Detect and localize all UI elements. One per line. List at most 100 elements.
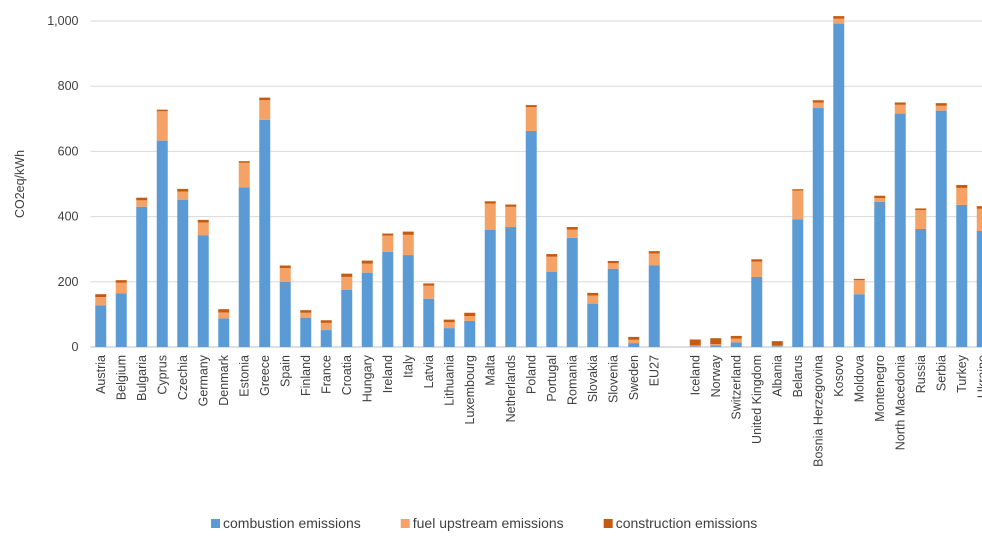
- bar-segment: [730, 335, 742, 339]
- bar-segment: [320, 330, 332, 347]
- bar-segment: [648, 251, 660, 254]
- legend-label: combustion emissions: [223, 515, 361, 531]
- x-tick-label: Norway: [709, 354, 723, 397]
- bar-segment: [443, 328, 455, 347]
- x-tick-label: Switzerland: [729, 355, 743, 420]
- bar-segment: [894, 102, 906, 105]
- bar-segment: [853, 278, 865, 281]
- x-tick-label: Malta: [483, 355, 497, 386]
- bar-segment: [177, 191, 189, 200]
- bar-segment: [423, 298, 435, 347]
- bar-segment: [792, 219, 804, 347]
- bar-segment: [382, 251, 394, 347]
- legend-swatch: [211, 519, 220, 528]
- legend-label: fuel upstream emissions: [413, 515, 564, 531]
- bar-segment: [505, 204, 517, 207]
- bar-segment: [976, 230, 982, 347]
- bar-segment: [956, 187, 968, 205]
- x-tick-label: Belgium: [114, 355, 128, 400]
- bar-segment: [300, 312, 312, 318]
- bar-segment: [915, 208, 927, 211]
- bar-segment: [628, 336, 640, 340]
- x-tick-label: Poland: [524, 355, 538, 394]
- x-tick-label: Bulgaria: [135, 355, 149, 401]
- bar-segment: [710, 338, 722, 345]
- bar-segment: [853, 294, 865, 347]
- bar-segment: [464, 316, 476, 321]
- bar-segment: [976, 206, 982, 209]
- bar-segment: [156, 140, 168, 347]
- bar-segment: [710, 345, 722, 347]
- bar-segment: [115, 280, 127, 283]
- bar-segment: [484, 203, 496, 230]
- bar-segment: [197, 222, 209, 236]
- bar-segment: [812, 108, 824, 348]
- bar-segment: [566, 237, 578, 347]
- bar-segment: [484, 201, 496, 204]
- x-tick-label: Czechia: [176, 355, 190, 400]
- bar-segment: [464, 312, 476, 317]
- bar-segment: [505, 227, 517, 347]
- x-tick-label: Croatia: [340, 355, 354, 395]
- bar-segment: [915, 210, 927, 229]
- x-tick-label: Iceland: [688, 355, 702, 395]
- bar-segment: [218, 312, 230, 319]
- x-tick-label: Slovenia: [606, 355, 620, 403]
- x-tick-label: Netherlands: [504, 355, 518, 422]
- bar-segment: [935, 110, 947, 348]
- bar-segment: [136, 197, 148, 201]
- y-tick-label: 400: [58, 210, 79, 224]
- x-tick-label: Germany: [196, 354, 210, 406]
- bar-segment: [730, 338, 742, 343]
- bar-segment: [546, 272, 558, 347]
- x-tick-label: Austria: [94, 355, 108, 394]
- bar-segment: [197, 235, 209, 347]
- x-tick-label: Denmark: [217, 354, 231, 405]
- legend-swatch: [400, 519, 410, 528]
- bar-segment: [115, 293, 127, 347]
- x-tick-label: Italy: [401, 354, 415, 378]
- bar-segment: [259, 97, 271, 101]
- bar-segment: [136, 206, 148, 347]
- legend: combustion emissions fuel upstream emissi…: [211, 515, 757, 531]
- bar-segment: [607, 263, 619, 269]
- bar-segment: [443, 322, 455, 329]
- y-tick-label: 0: [72, 340, 79, 354]
- bar-segment: [587, 303, 599, 347]
- bar-segment: [792, 190, 804, 220]
- bar-segment: [894, 104, 906, 114]
- bar-segment: [915, 228, 927, 347]
- bar-segment: [628, 343, 640, 347]
- x-tick-label: Latvia: [422, 355, 436, 388]
- bar-segment: [443, 319, 455, 323]
- bar-segment: [874, 201, 886, 347]
- bar-segment: [402, 234, 414, 256]
- bar-segment: [320, 320, 332, 323]
- bar-segment: [607, 260, 619, 264]
- bar-segment: [771, 346, 783, 347]
- x-tick-label: Moldova: [852, 355, 866, 402]
- bar-segment: [136, 200, 148, 207]
- bar-segment: [956, 204, 968, 347]
- bar-segment: [894, 113, 906, 347]
- bar-segment: [341, 276, 353, 290]
- bar-segment: [238, 161, 250, 163]
- bar-segment: [279, 268, 291, 282]
- bar-segment: [587, 292, 599, 296]
- bar-segment: [607, 268, 619, 347]
- bar-segment: [259, 100, 271, 120]
- bar-segment: [218, 309, 230, 313]
- bar-segment: [628, 339, 640, 344]
- bar-segment: [771, 345, 783, 347]
- bar-segment: [505, 206, 517, 228]
- bar-segment: [402, 231, 414, 235]
- bar-segment: [484, 229, 496, 347]
- bar-segment: [402, 255, 414, 347]
- bar-segment: [874, 198, 886, 202]
- bar-segment: [546, 254, 558, 257]
- bar-segment: [792, 189, 804, 191]
- bar-segment: [689, 345, 701, 347]
- bar-segment: [976, 208, 982, 231]
- x-tick-label: Kosovo: [832, 355, 846, 397]
- bar-segment: [956, 184, 968, 188]
